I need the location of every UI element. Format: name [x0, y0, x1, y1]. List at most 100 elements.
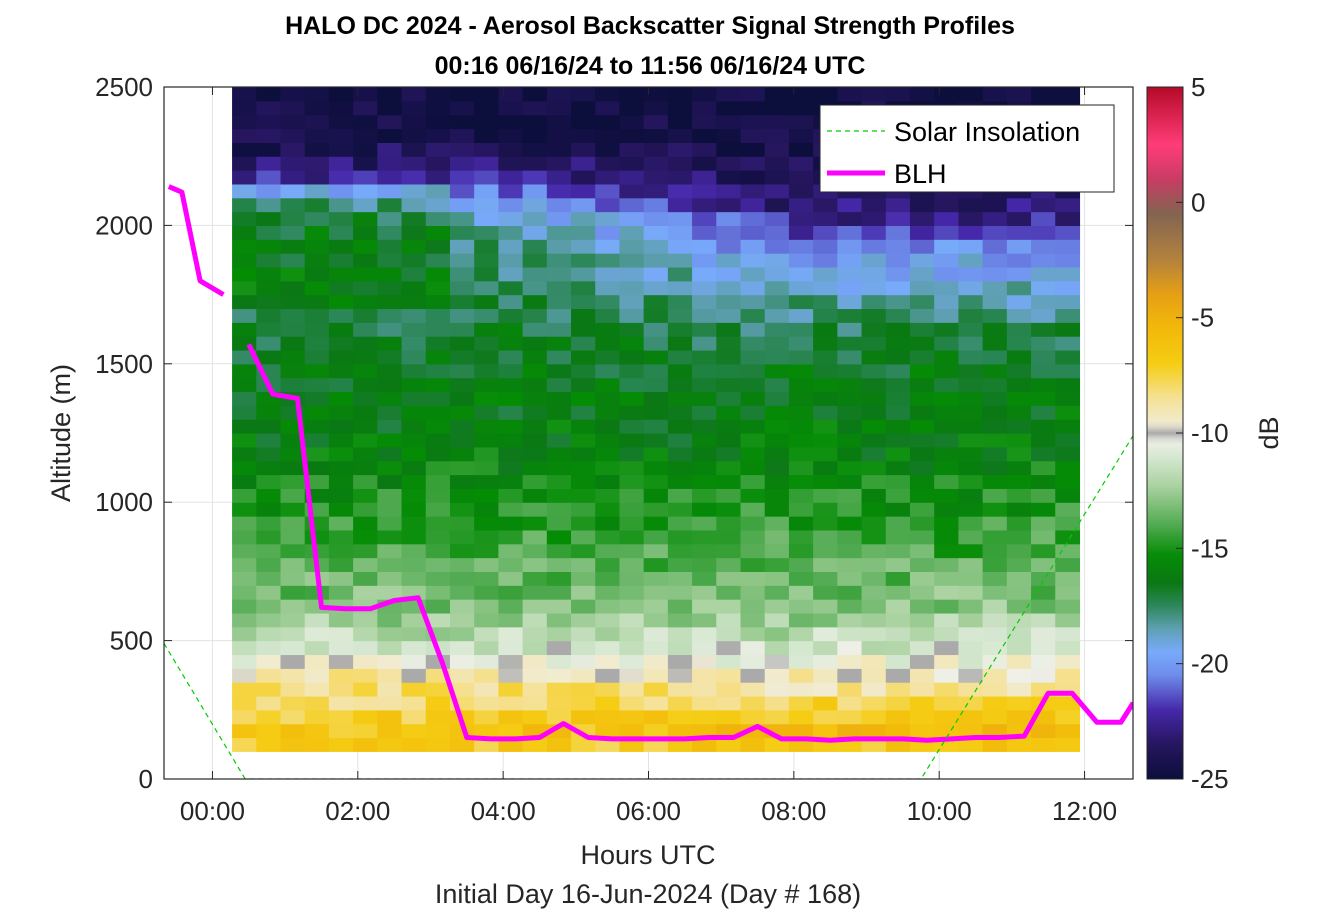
heatmap-cell: [571, 571, 596, 586]
heatmap-cell: [764, 239, 790, 254]
heatmap-cell: [667, 114, 693, 130]
heatmap-cell: [1055, 626, 1081, 642]
heatmap-cell: [328, 280, 354, 296]
heatmap-cell: [425, 87, 451, 102]
heatmap-cell: [595, 446, 621, 462]
heatmap-cell: [643, 183, 669, 199]
heatmap-cell: [643, 640, 669, 656]
heatmap-cell: [498, 599, 524, 614]
heatmap-cell: [449, 557, 475, 572]
heatmap-cell: [667, 419, 693, 434]
heatmap-cell: [546, 239, 572, 254]
backscatter-heatmap: [232, 87, 1081, 752]
heatmap-cell: [667, 391, 693, 406]
heatmap-cell: [232, 446, 257, 462]
heatmap-cell: [546, 322, 572, 337]
heatmap-cell: [909, 433, 935, 448]
heatmap-cell: [692, 571, 717, 586]
heatmap-cell: [692, 585, 717, 600]
heatmap-cell: [353, 183, 378, 199]
heatmap-cell: [619, 695, 645, 711]
heatmap-cell: [861, 405, 887, 420]
heatmap-cell: [934, 709, 959, 725]
heatmap-cell: [304, 197, 330, 213]
y-tick-label: 0: [139, 764, 153, 794]
heatmap-cell: [740, 668, 766, 683]
heatmap-cell: [304, 294, 330, 310]
heatmap-cell: [425, 239, 451, 254]
heatmap-cell: [401, 308, 427, 323]
heatmap-cell: [232, 391, 257, 406]
heatmap-cell: [909, 377, 935, 393]
heatmap-cell: [764, 266, 790, 282]
heatmap-cell: [595, 239, 621, 254]
heatmap-cell: [280, 682, 306, 697]
heatmap-cell: [595, 543, 621, 559]
heatmap-cell: [619, 502, 645, 517]
heatmap-cell: [885, 654, 911, 669]
heatmap-cell: [619, 142, 645, 157]
heatmap-cell: [788, 391, 814, 406]
heatmap-cell: [498, 695, 524, 711]
heatmap-cell: [1031, 640, 1056, 656]
heatmap-cell: [595, 266, 621, 282]
heatmap-cell: [1055, 709, 1081, 725]
heatmap-cell: [692, 183, 717, 199]
heatmap-cell: [764, 668, 790, 683]
heatmap-cell: [449, 433, 475, 448]
heatmap-cell: [667, 516, 693, 531]
heatmap-cell: [377, 446, 403, 462]
heatmap-cell: [595, 391, 621, 406]
heatmap-cell: [401, 460, 427, 476]
heatmap-cell: [934, 349, 959, 365]
heatmap-cell: [1031, 363, 1056, 379]
heatmap-cell: [353, 142, 378, 157]
heatmap-cell: [740, 612, 766, 628]
legend-box: [819, 104, 1115, 193]
heatmap-cell: [982, 516, 1008, 531]
heatmap-cell: [958, 585, 984, 600]
heatmap-cell: [885, 211, 911, 226]
heatmap-cell: [474, 363, 499, 379]
heatmap-cell: [643, 377, 669, 393]
heatmap-cell: [474, 516, 499, 531]
heatmap-cell: [958, 280, 984, 296]
heatmap-cell: [619, 211, 645, 226]
heatmap-cell: [1031, 377, 1056, 393]
heatmap-cell: [909, 197, 935, 213]
heatmap-cell: [764, 211, 790, 226]
heatmap-cell: [1031, 294, 1056, 310]
heatmap-cell: [353, 419, 378, 434]
heatmap-cell: [885, 322, 911, 337]
heatmap-cell: [304, 211, 330, 226]
heatmap-cell: [1006, 211, 1032, 226]
heatmap-cell: [740, 502, 766, 517]
heatmap-cell: [304, 737, 330, 752]
heatmap-cell: [885, 405, 911, 420]
heatmap-cell: [982, 557, 1008, 572]
heatmap-cell: [692, 529, 717, 545]
heatmap-cell: [280, 87, 306, 102]
heatmap-cell: [885, 516, 911, 531]
heatmap-cell: [764, 612, 790, 628]
heatmap-cell: [522, 460, 548, 476]
heatmap-cell: [256, 114, 282, 130]
heatmap-cell: [474, 529, 499, 545]
heatmap-cell: [256, 654, 282, 669]
heatmap-cell: [740, 294, 766, 310]
heatmap-cell: [474, 626, 499, 642]
heatmap-cell: [837, 239, 863, 254]
heatmap-cell: [1006, 474, 1032, 489]
heatmap-cell: [716, 322, 742, 337]
heatmap-cell: [232, 87, 257, 102]
heatmap-cell: [1055, 419, 1081, 434]
heatmap-cell: [716, 100, 742, 116]
heatmap-cell: [425, 571, 451, 586]
heatmap-cell: [861, 585, 887, 600]
heatmap-cell: [256, 225, 282, 240]
heatmap-cell: [861, 363, 887, 379]
heatmap-cell: [498, 253, 524, 268]
heatmap-cell: [909, 308, 935, 323]
heatmap-cell: [546, 460, 572, 476]
